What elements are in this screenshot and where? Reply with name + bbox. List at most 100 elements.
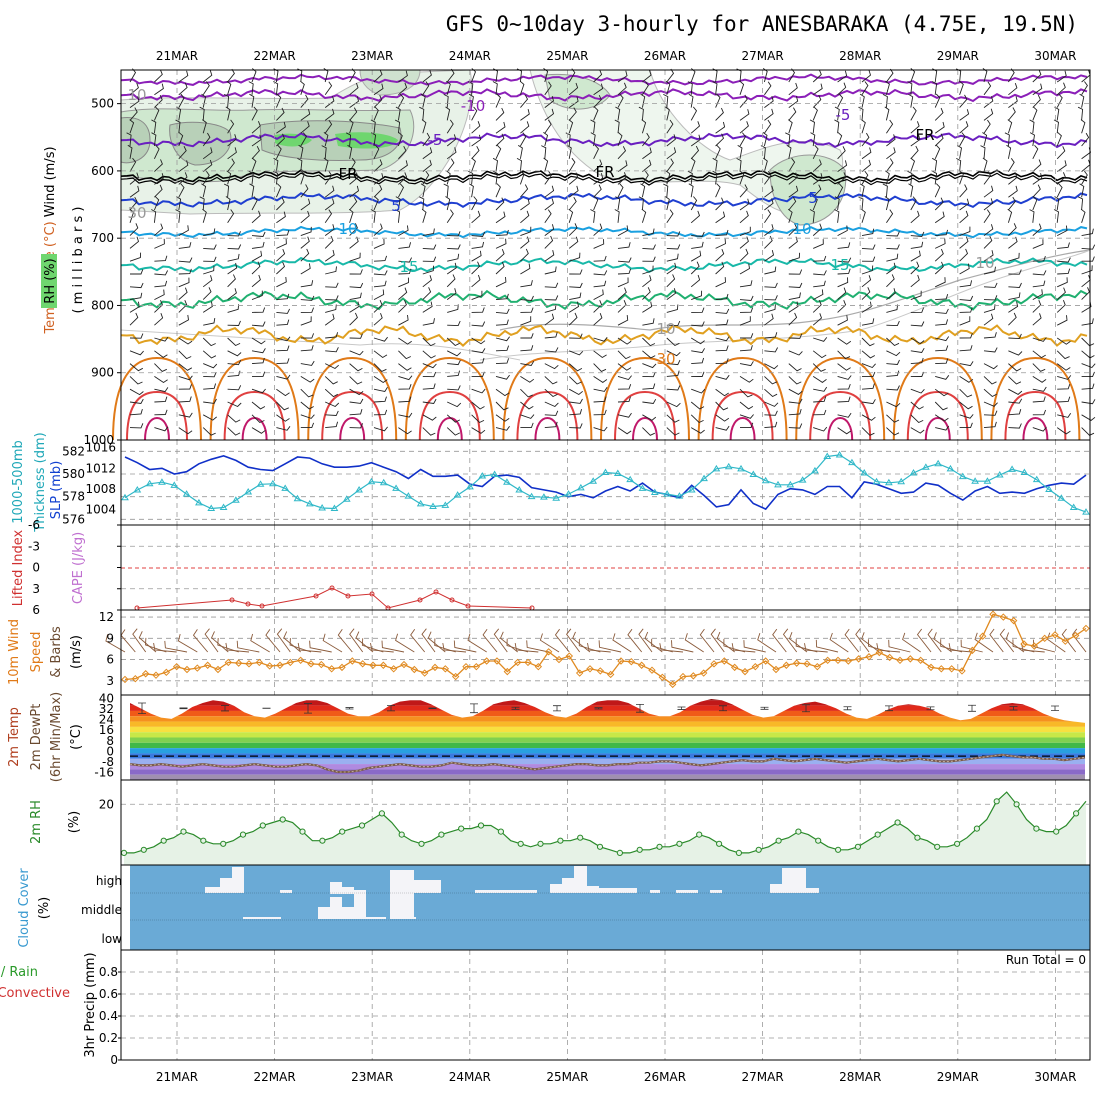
- upper-wind-barb: [959, 170, 964, 185]
- upper-wind-barb: [325, 401, 340, 408]
- upper-wind-barb: [617, 384, 632, 390]
- upper-wind-barb: [788, 96, 799, 108]
- upper-wind-barb: [227, 134, 237, 147]
- upper-wind-barb: [861, 399, 876, 405]
- upper-wind-barb: [447, 244, 461, 250]
- wind10m-speed-point: [668, 680, 677, 689]
- upper-wind-barb: [788, 333, 803, 339]
- wind10m-barb: [204, 628, 219, 653]
- wind10m-barb: [236, 640, 260, 653]
- upper-wind-barb: [736, 157, 742, 172]
- upper-wind-barb: [934, 133, 944, 147]
- slp-point: [995, 471, 1004, 478]
- upper-wind-barb: [788, 388, 803, 395]
- upper-wind-barb: [446, 262, 457, 275]
- rh2m-point: [656, 843, 663, 850]
- upper-wind-barb: [422, 414, 437, 421]
- upper-wind-barb: [175, 209, 181, 223]
- upper-wind-barb: [1008, 333, 1022, 339]
- upper-wind-barb: [837, 412, 852, 418]
- slp-point: [318, 504, 327, 511]
- wind10m-speed-point: [720, 657, 729, 665]
- wind10m-barb: [250, 633, 270, 653]
- contour-label-5: 5: [808, 189, 818, 207]
- upper-wind-barb: [1056, 93, 1063, 108]
- upper-wind-barb: [447, 231, 461, 237]
- cloud-block: [280, 890, 292, 893]
- minmax-bar: [138, 702, 146, 714]
- upper-wind-barb: [934, 401, 948, 411]
- upper-wind-barb: [1032, 223, 1042, 236]
- upper-wind-barb: [373, 396, 387, 403]
- upper-wind-barb: [1081, 132, 1090, 147]
- upper-wind-barb: [1081, 371, 1095, 378]
- upper-wind-barb: [349, 388, 364, 396]
- upper-wind-barb: [764, 108, 774, 121]
- upper-wind-barb: [520, 316, 532, 326]
- wind10m-barb: [217, 637, 239, 653]
- upper-wind-barb: [300, 226, 312, 237]
- wind10m-barb: [566, 628, 581, 653]
- upper-wind-barb: [691, 348, 705, 354]
- upper-wind-barb: [642, 337, 656, 347]
- upper-wind-barb: [739, 307, 754, 313]
- upper-wind-barb: [886, 350, 901, 357]
- upper-wind-barb: [203, 244, 217, 250]
- upper-wind-barb: [861, 170, 869, 185]
- temp-label-2: 2m DewPt: [29, 704, 44, 771]
- upper-wind-barb: [349, 292, 362, 301]
- upper-wind-barb: [1008, 292, 1021, 301]
- upper-wind-barb: [1032, 83, 1043, 96]
- upper-wind-barb: [934, 197, 944, 211]
- wind10m-speed-point: [121, 675, 129, 684]
- upper-wind-barb: [764, 185, 774, 198]
- upper-wind-barb: [739, 94, 748, 108]
- precip-panel-frame: [120, 949, 1091, 1061]
- slp-point: [293, 494, 302, 502]
- upper-wind-barb: [398, 146, 407, 160]
- upper-wind-barb: [251, 210, 261, 224]
- upper-wind-barb: [907, 170, 913, 185]
- cloud-block: [366, 917, 386, 919]
- upper-wind-barb: [593, 159, 603, 172]
- upper-wind-barb: [934, 261, 944, 275]
- rh2m-point: [775, 837, 782, 844]
- slp-point: [811, 466, 819, 474]
- upper-wind-barb: [129, 292, 143, 301]
- upper-wind-barb: [251, 274, 261, 288]
- dewpoint-line-inner: [129, 754, 1086, 773]
- rh2m-point: [835, 846, 842, 853]
- upper-wind-barb: [837, 277, 849, 288]
- cloud-block: [487, 890, 499, 893]
- upper-wind-barb: [127, 144, 133, 159]
- upper-wind-barb: [590, 209, 596, 223]
- wind10m-barb: [434, 638, 456, 653]
- isotherm-minus10: [120, 88, 1088, 103]
- cloud-block: [330, 897, 342, 919]
- upper-wind-barb: [324, 95, 335, 108]
- minmax-bar: [843, 706, 852, 711]
- upper-wind-barb: [886, 209, 894, 224]
- rh2m-point: [755, 846, 762, 853]
- upper-wind-barb: [642, 398, 657, 404]
- upper-wind-barb: [712, 157, 718, 172]
- upper-wind-barb: [788, 423, 803, 429]
- upper-wind-barb: [935, 277, 946, 288]
- wind10m-barb: [442, 643, 467, 653]
- upper-wind-barb: [739, 316, 751, 326]
- upper-wind-barb: [687, 81, 693, 95]
- upper-wind-barb: [1057, 396, 1071, 403]
- wind10m-speed-line: [124, 613, 1087, 686]
- upper-wind-barb: [690, 134, 701, 147]
- rh2m-point: [537, 840, 544, 847]
- rh2m-point: [319, 837, 326, 844]
- upper-wind-barb: [202, 350, 217, 359]
- upper-wind-barb: [617, 93, 624, 108]
- upper-wind-barb: [641, 208, 647, 223]
- upper-wind-barb: [398, 384, 412, 390]
- upper-wind-barb: [129, 363, 144, 372]
- upper-wind-barb: [251, 121, 261, 134]
- upper-wind-barb: [129, 398, 144, 404]
- slp-point: [700, 474, 708, 482]
